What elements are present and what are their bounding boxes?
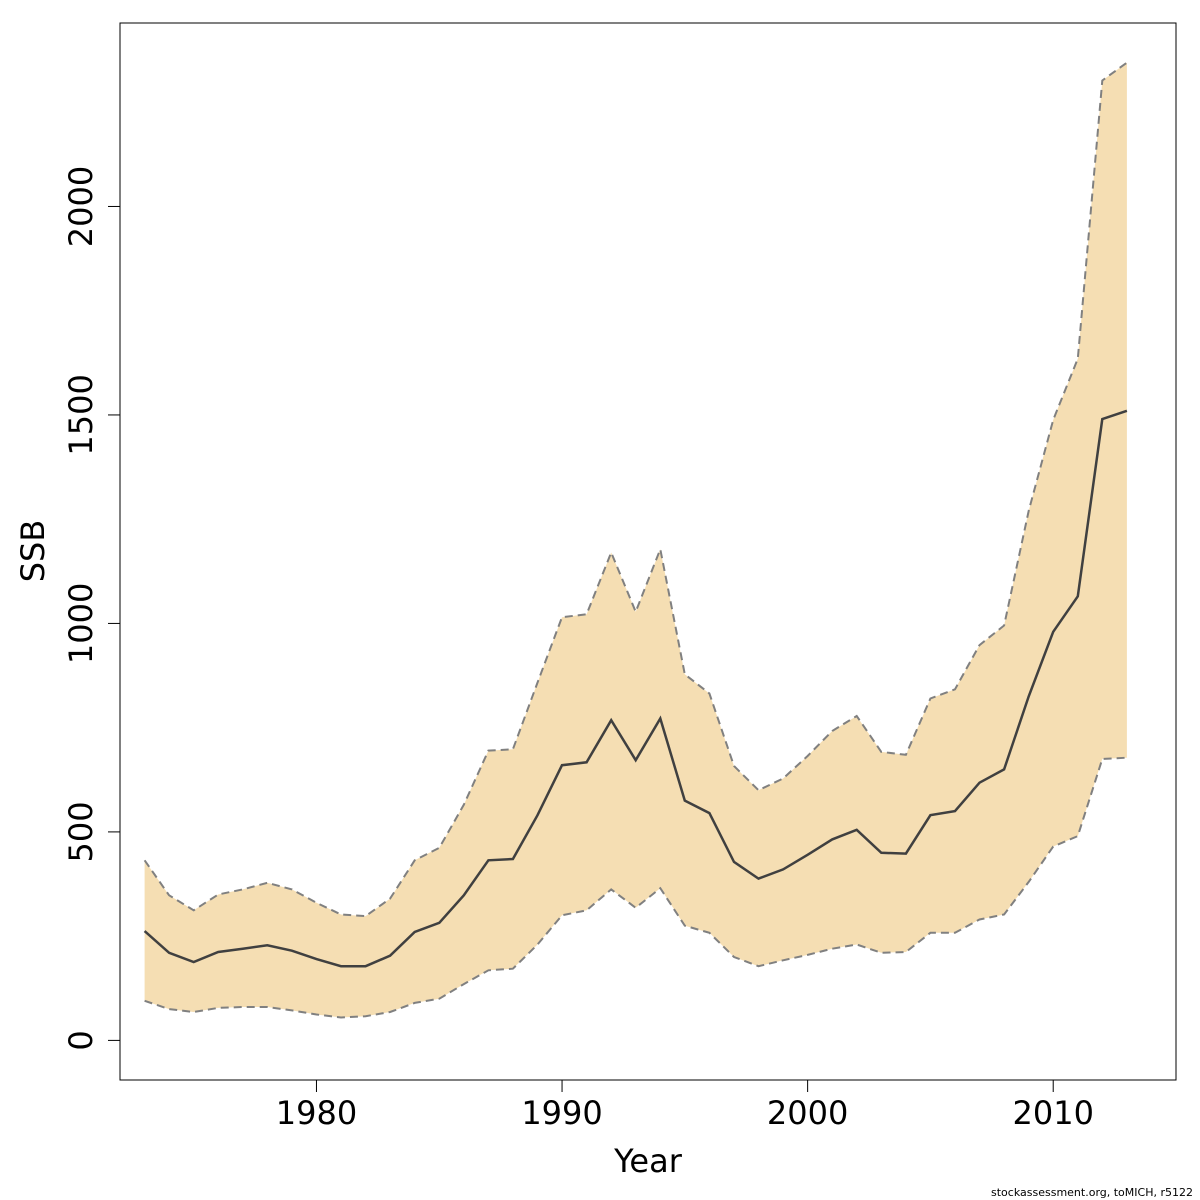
ssb-median-line (143, 409, 1128, 968)
confidence-band-layer (144, 62, 1127, 1018)
series-line-layer (143, 61, 1128, 1019)
y-tick-label: 1000 (62, 583, 100, 664)
x-tick-label: 2010 (1012, 1094, 1093, 1132)
y-tick-label: 1500 (62, 374, 100, 455)
y-tick-label: 2000 (62, 166, 100, 247)
credit-text: stockassessment.org, toMICH, r5122 (991, 1186, 1193, 1199)
y-tick-label: 500 (62, 801, 100, 862)
x-axis: 1980 1990 2000 2010 (276, 1079, 1094, 1132)
y-axis-title: SSB (14, 520, 52, 583)
y-axis: 0 500 1000 1500 2000 (62, 166, 121, 1051)
upper-bound-line (143, 61, 1128, 918)
confidence-band (144, 62, 1127, 1018)
y-tick-label: 0 (62, 1030, 100, 1050)
x-tick-label: 1980 (276, 1094, 357, 1132)
x-axis-title: Year (613, 1142, 683, 1180)
x-tick-label: 1990 (521, 1094, 602, 1132)
x-tick-label: 2000 (767, 1094, 848, 1132)
